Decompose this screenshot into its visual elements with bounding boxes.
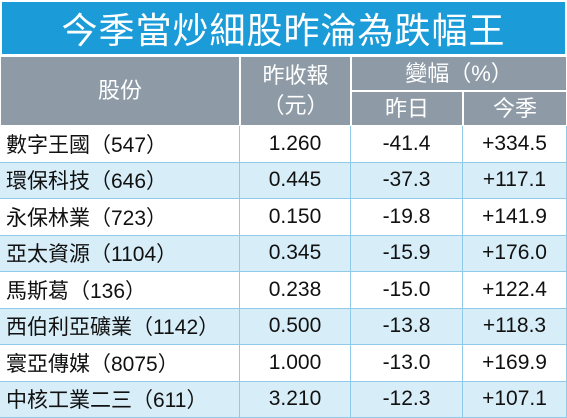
header-quarter: 今季 [463,91,567,126]
change-quarter: +176.0 [463,235,567,272]
close-price: 1.000 [240,345,351,382]
change-quarter: +334.5 [463,126,567,163]
title: 今季當炒細股昨淪為跌幅王 [0,0,567,56]
change-quarter: +169.9 [463,345,567,382]
close-price: 1.260 [240,126,351,163]
change-yesterday: -37.3 [351,162,463,199]
change-quarter: +122.4 [463,272,567,309]
close-price: 0.238 [240,272,351,309]
header-change: 變幅（%） [351,56,567,91]
stock-name: 西伯利亞礦業（1142） [0,308,240,345]
close-price: 0.445 [240,162,351,199]
close-price: 0.345 [240,235,351,272]
change-yesterday: -19.8 [351,199,463,236]
stock-name: 數字王國（547） [0,126,240,163]
change-yesterday: -15.0 [351,272,463,309]
stock-name: 亞太資源（1104） [0,235,240,272]
header-stock: 股份 [0,56,240,126]
stock-name: 環保科技（646） [0,162,240,199]
header-close-line: （元） [262,93,329,118]
stock-name: 中核工業二三（611） [0,381,240,418]
header-close: 昨收報 （元） [240,56,351,126]
change-yesterday: -15.9 [351,235,463,272]
change-quarter: +118.3 [463,308,567,345]
change-yesterday: -12.3 [351,381,463,418]
change-quarter: +117.1 [463,162,567,199]
change-yesterday: -41.4 [351,126,463,163]
stock-name: 馬斯葛（136） [0,272,240,309]
header-close-line: 昨收報 [262,63,329,88]
change-quarter: +141.9 [463,199,567,236]
change-yesterday: -13.8 [351,308,463,345]
change-yesterday: -13.0 [351,345,463,382]
header-yesterday: 昨日 [351,91,463,126]
stock-name: 寰亞傳媒（8075） [0,345,240,382]
close-price: 0.500 [240,308,351,345]
change-quarter: +107.1 [463,381,567,418]
stock-name: 永保林業（723） [0,199,240,236]
close-price: 3.210 [240,381,351,418]
close-price: 0.150 [240,199,351,236]
